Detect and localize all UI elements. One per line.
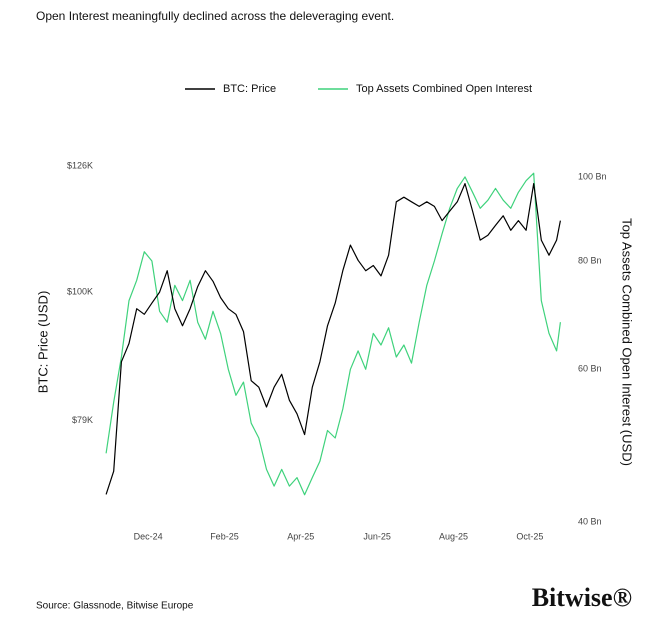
y-axis-label: BTC: Price (USD) (35, 291, 50, 394)
y-tick-label: $79K (72, 415, 93, 425)
legend-label: Top Assets Combined Open Interest (356, 83, 532, 95)
y2-tick-label: 80 Bn (578, 255, 602, 265)
y2-tick-label: 60 Bn (578, 364, 602, 374)
x-tick-label: Feb-25 (210, 531, 239, 541)
x-tick-label: Dec-24 (134, 531, 163, 541)
series-line (105, 172, 561, 496)
logo: Bitwise® (532, 583, 632, 612)
chart-title: Open Interest meaningfully declined acro… (36, 9, 394, 23)
x-tick-label: Aug-25 (439, 531, 468, 541)
x-tick-label: Apr-25 (287, 531, 314, 541)
x-tick-label: Jun-25 (363, 531, 391, 541)
y-tick-label: $100K (67, 286, 93, 296)
y2-tick-label: 100 Bn (578, 171, 607, 181)
y2-axis-label: Top Assets Combined Open Interest (USD) (620, 218, 635, 466)
x-tick-label: Oct-25 (516, 531, 543, 541)
y-tick-label: $126K (67, 160, 93, 170)
legend-label: BTC: Price (223, 83, 276, 95)
y2-tick-label: 40 Bn (578, 516, 602, 526)
series-line (105, 183, 561, 495)
source: Source: Glassnode, Bitwise Europe (36, 601, 194, 612)
